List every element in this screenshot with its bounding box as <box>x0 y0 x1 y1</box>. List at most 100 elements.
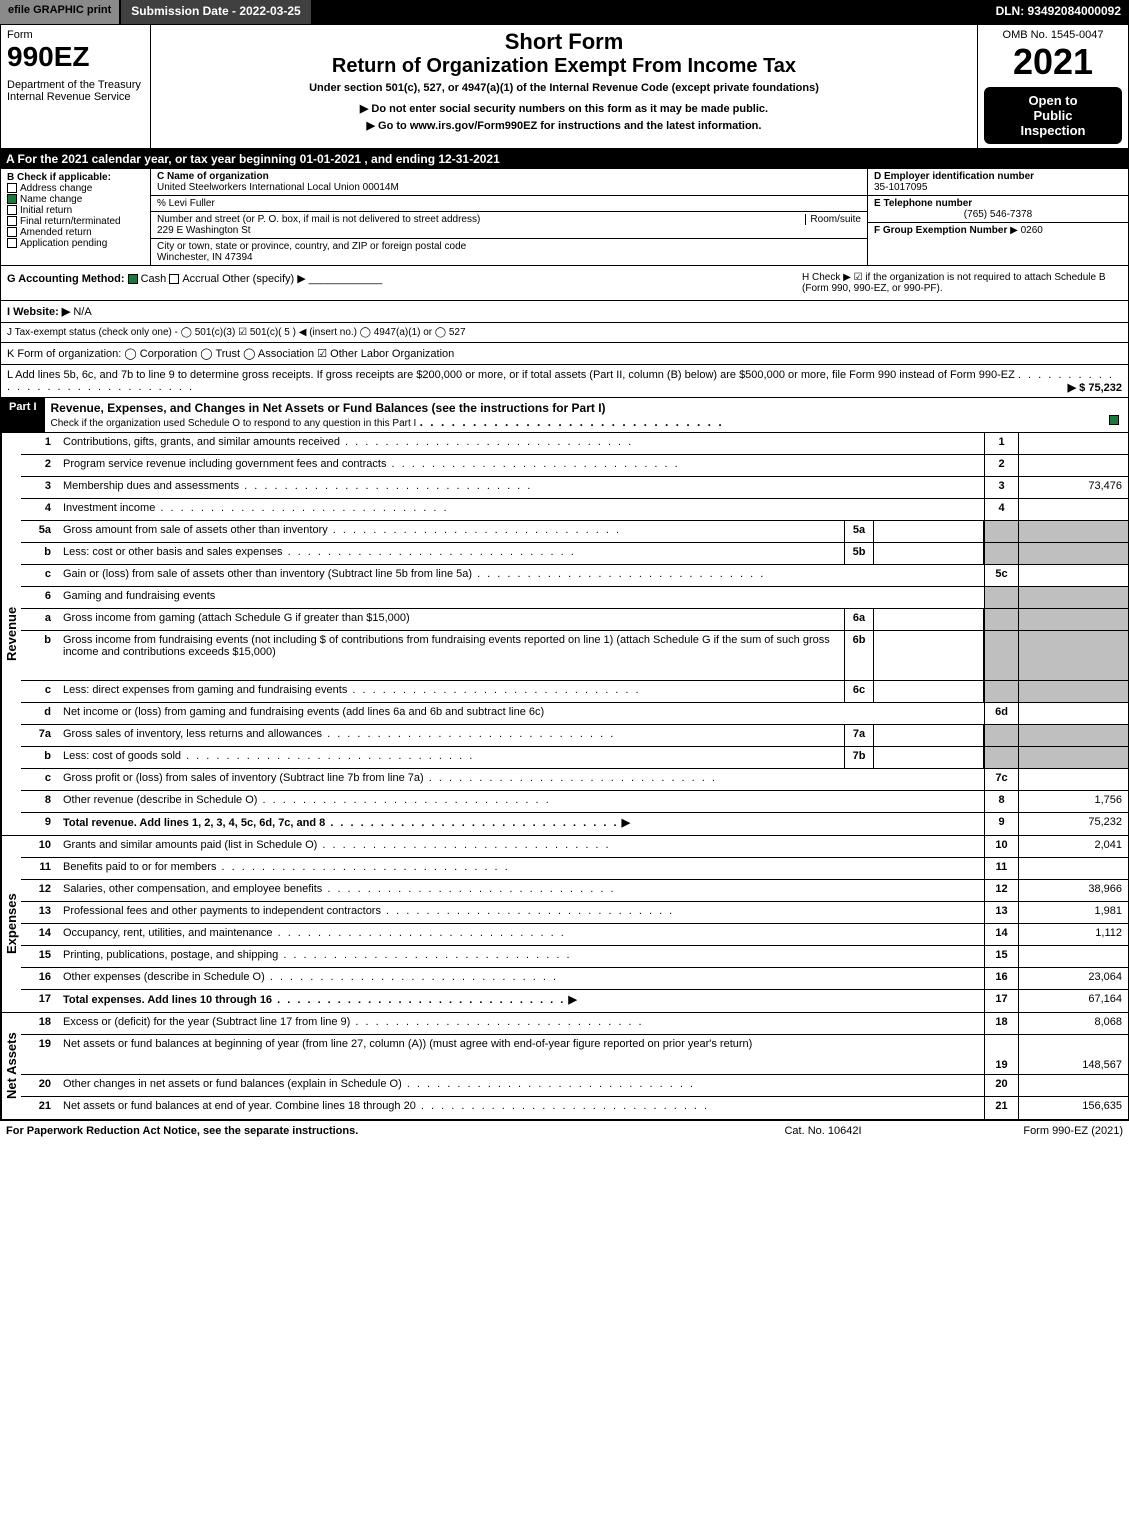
ln16-rn: 16 <box>984 968 1018 989</box>
ln6-rv-grey <box>1018 587 1128 608</box>
ln20-rn: 20 <box>984 1075 1018 1096</box>
ln5b-rn-grey <box>984 543 1018 564</box>
tax-year: 2021 <box>984 41 1122 83</box>
ln6d-num: d <box>21 703 57 724</box>
return-title: Return of Organization Exempt From Incom… <box>157 55 971 78</box>
open-to-public: Open to Public Inspection <box>984 87 1122 144</box>
ln1-desc: Contributions, gifts, grants, and simila… <box>57 433 984 454</box>
i-value: N/A <box>73 306 91 318</box>
line-15: 15Printing, publications, postage, and s… <box>21 946 1128 968</box>
short-form-title: Short Form <box>157 29 971 55</box>
ln6a-rv-grey <box>1018 609 1128 630</box>
chk-cash[interactable] <box>128 274 138 284</box>
chk-label-3: Final return/terminated <box>20 216 121 227</box>
line-16: 16Other expenses (describe in Schedule O… <box>21 968 1128 990</box>
chk-initial-return[interactable]: Initial return <box>7 205 144 216</box>
netassets-vlabel: Net Assets <box>1 1013 21 1119</box>
street-value: 229 E Washington St <box>157 225 251 236</box>
ln21-num: 21 <box>21 1097 57 1119</box>
ln2-desc: Program service revenue including govern… <box>57 455 984 476</box>
ln6-num: 6 <box>21 587 57 608</box>
part-1-header-row: Part I Revenue, Expenses, and Changes in… <box>0 398 1129 433</box>
ln5b-mn: 5b <box>844 543 874 564</box>
ln3-rv: 73,476 <box>1018 477 1128 498</box>
chk-address-change[interactable]: Address change <box>7 183 144 194</box>
line-7a: 7aGross sales of inventory, less returns… <box>21 725 1128 747</box>
netassets-body: 18Excess or (deficit) for the year (Subt… <box>21 1013 1128 1119</box>
line-9: 9 Total revenue. Add lines 1, 2, 3, 4, 5c… <box>21 813 1128 835</box>
ln6c-num: c <box>21 681 57 702</box>
ln17-rn: 17 <box>984 990 1018 1012</box>
ln11-desc: Benefits paid to or for members <box>57 858 984 879</box>
ln7c-desc: Gross profit or (loss) from sales of inv… <box>57 769 984 790</box>
line-14: 14Occupancy, rent, utilities, and mainte… <box>21 924 1128 946</box>
line-21: 21Net assets or fund balances at end of … <box>21 1097 1128 1119</box>
ln7a-num: 7a <box>21 725 57 746</box>
ln9-desc: Total revenue. Add lines 1, 2, 3, 4, 5c,… <box>63 817 325 829</box>
ln18-num: 18 <box>21 1013 57 1034</box>
ein-cell: D Employer identification number 35-1017… <box>868 169 1128 196</box>
ln6b-rv-grey <box>1018 631 1128 680</box>
ln12-rn: 12 <box>984 880 1018 901</box>
c-label: C Name of organization <box>157 171 269 182</box>
ln21-rn: 21 <box>984 1097 1018 1119</box>
ln6a-num: a <box>21 609 57 630</box>
city-label: City or town, state or province, country… <box>157 241 466 252</box>
line-4: 4Investment income4 <box>21 499 1128 521</box>
ln13-desc: Professional fees and other payments to … <box>57 902 984 923</box>
chk-application-pending[interactable]: Application pending <box>7 238 144 249</box>
expenses-section: Expenses 10Grants and similar amounts pa… <box>0 836 1129 1013</box>
chk-schedule-o[interactable] <box>1109 415 1119 425</box>
chk-amended-return[interactable]: Amended return <box>7 227 144 238</box>
ln15-rv <box>1018 946 1128 967</box>
dots-17 <box>272 994 565 1006</box>
footer-left: For Paperwork Reduction Act Notice, see … <box>6 1125 723 1137</box>
line-12: 12Salaries, other compensation, and empl… <box>21 880 1128 902</box>
chk-label-2: Initial return <box>20 205 72 216</box>
ln3-rn: 3 <box>984 477 1018 498</box>
g-other: Other (specify) ▶ <box>222 273 306 285</box>
ln7b-rn-grey <box>984 747 1018 768</box>
room-label: Room/suite <box>805 214 861 225</box>
part-1-title: Revenue, Expenses, and Changes in Net As… <box>45 398 1128 432</box>
chk-label-5: Application pending <box>20 238 107 249</box>
ln5c-rv <box>1018 565 1128 586</box>
chk-accrual[interactable] <box>169 274 179 284</box>
open-3: Inspection <box>988 123 1118 138</box>
ln4-rn: 4 <box>984 499 1018 520</box>
part-1-title-text: Revenue, Expenses, and Changes in Net As… <box>51 401 606 415</box>
line-8: 8Other revenue (describe in Schedule O)8… <box>21 791 1128 813</box>
line-2: 2Program service revenue including gover… <box>21 455 1128 477</box>
city-cell: City or town, state or province, country… <box>151 239 867 265</box>
ln5b-num: b <box>21 543 57 564</box>
efile-print-button[interactable]: efile GRAPHIC print <box>0 0 121 24</box>
line-11: 11Benefits paid to or for members11 <box>21 858 1128 880</box>
chk-name-change[interactable]: Name change <box>7 194 144 205</box>
part-1-label: Part I <box>1 398 45 432</box>
row-l-gross-receipts: L Add lines 5b, 6c, and 7b to line 9 to … <box>0 365 1129 398</box>
ln5b-mv <box>874 543 984 564</box>
line-6: 6Gaming and fundraising events <box>21 587 1128 609</box>
ln5b-rv-grey <box>1018 543 1128 564</box>
ln7a-desc: Gross sales of inventory, less returns a… <box>57 725 844 746</box>
h-check: H Check ▶ ☑ if the organization is not r… <box>802 272 1122 294</box>
revenue-section: Revenue 1Contributions, gifts, grants, a… <box>0 433 1129 836</box>
ln12-desc: Salaries, other compensation, and employ… <box>57 880 984 901</box>
tel-label: E Telephone number <box>874 198 972 209</box>
chk-final-return[interactable]: Final return/terminated <box>7 216 144 227</box>
ln2-rv <box>1018 455 1128 476</box>
dept-treasury: Department of the Treasury <box>7 79 144 91</box>
ln5a-mn: 5a <box>844 521 874 542</box>
ln9-rn: 9 <box>984 813 1018 835</box>
ln8-rv: 1,756 <box>1018 791 1128 812</box>
line-10: 10Grants and similar amounts paid (list … <box>21 836 1128 858</box>
ln7c-rv <box>1018 769 1128 790</box>
ln19-rv: 148,567 <box>1018 1035 1128 1074</box>
subtitle: Under section 501(c), 527, or 4947(a)(1)… <box>157 82 971 94</box>
dots-p1 <box>420 415 724 429</box>
form-label: Form <box>7 29 144 41</box>
ln6a-mv <box>874 609 984 630</box>
ln16-rv: 23,064 <box>1018 968 1128 989</box>
ln14-rv: 1,112 <box>1018 924 1128 945</box>
ln6c-rv-grey <box>1018 681 1128 702</box>
